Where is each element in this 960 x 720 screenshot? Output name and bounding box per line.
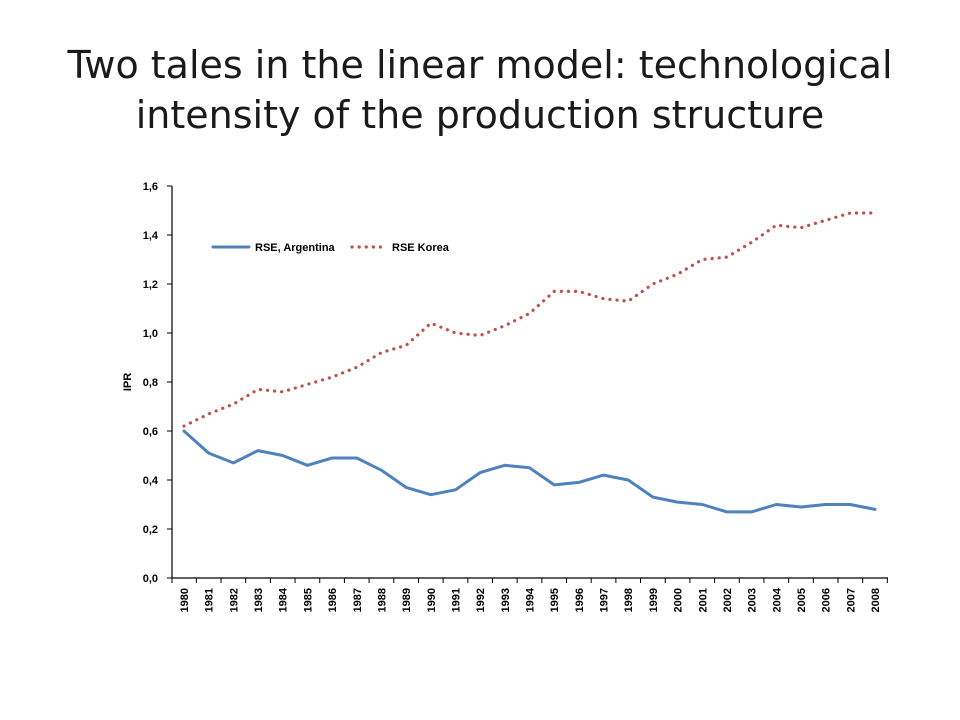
y-tick-label: 1,4 bbox=[143, 230, 159, 242]
axes bbox=[167, 185, 888, 583]
y-tick-label: 1,2 bbox=[143, 279, 158, 291]
x-tick-label: 1989 bbox=[401, 588, 413, 612]
legend-label: RSE Korea bbox=[392, 242, 450, 254]
y-tick-label: 0,0 bbox=[143, 573, 158, 585]
x-tick-label: 2008 bbox=[870, 588, 882, 612]
x-tick-labels: 1980 1981 1982 1983 1984 1985 1986 1987 1988 1989… bbox=[179, 587, 882, 612]
x-tick-label: 1996 bbox=[574, 588, 586, 612]
x-tick-label: 1988 bbox=[376, 588, 388, 612]
legend-label: RSE, Argentina bbox=[255, 242, 336, 254]
x-tick-label: 1995 bbox=[549, 588, 561, 612]
x-tick-label: 1998 bbox=[623, 588, 635, 612]
x-tick-label: 1994 bbox=[525, 587, 537, 612]
x-tick-label: 2000 bbox=[673, 588, 685, 612]
y-tick-label: 1,6 bbox=[143, 181, 158, 193]
y-tick-label: 0,4 bbox=[143, 475, 159, 487]
x-tick-label: 1992 bbox=[475, 588, 487, 612]
x-tick-label: 1991 bbox=[450, 588, 462, 612]
x-tick-label: 1980 bbox=[179, 588, 191, 612]
x-tick-label: 2004 bbox=[771, 587, 783, 612]
x-tick-label: 1999 bbox=[648, 588, 660, 612]
x-tick-label: 2001 bbox=[697, 588, 709, 612]
x-tick-label: 2006 bbox=[821, 588, 833, 612]
x-tick-label: 1990 bbox=[426, 588, 438, 612]
x-tick-label: 1997 bbox=[599, 588, 611, 612]
x-tick-label: 2002 bbox=[722, 588, 734, 612]
x-tick-label: 1993 bbox=[500, 588, 512, 612]
slide-title-line-2: intensity of the production structure bbox=[135, 93, 825, 137]
x-tick-label: 1985 bbox=[302, 588, 314, 612]
y-tick-label: 0,8 bbox=[143, 377, 158, 389]
x-tick-label: 1982 bbox=[228, 588, 240, 612]
y-tick-label: 1,0 bbox=[143, 328, 158, 340]
slide-title-line-1: Two tales in the linear model: technolog… bbox=[67, 43, 893, 87]
y-tick-labels: 0,0 0,2 0,4 0,6 0,8 1,0 1,2 1,4 1,6 bbox=[143, 181, 159, 585]
x-tick-label: 1986 bbox=[327, 588, 339, 612]
x-tick-label: 2007 bbox=[845, 588, 857, 612]
x-tick-label: 2003 bbox=[747, 588, 759, 612]
x-tick-label: 1983 bbox=[253, 588, 265, 612]
series-lines bbox=[182, 211, 877, 514]
legend: RSE, Argentina RSE Korea bbox=[211, 242, 450, 254]
y-axis-label: IPR bbox=[122, 373, 134, 391]
x-tick-label: 1981 bbox=[204, 588, 216, 612]
x-tick-label: 2005 bbox=[796, 588, 808, 612]
x-tick-label: 1987 bbox=[352, 588, 364, 612]
x-tick-label: 1984 bbox=[278, 587, 290, 612]
series-line-argentina bbox=[182, 429, 877, 514]
y-tick-label: 0,6 bbox=[143, 426, 158, 438]
y-tick-label: 0,2 bbox=[143, 524, 158, 536]
slide-title: Two tales in the linear model: technolog… bbox=[0, 40, 960, 140]
